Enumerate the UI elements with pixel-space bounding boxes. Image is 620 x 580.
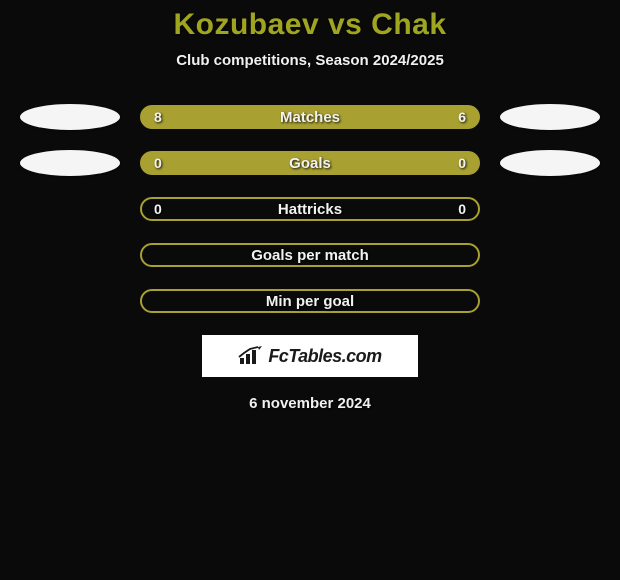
- player-right-badge: [500, 104, 600, 130]
- brand-text: FcTables.com: [268, 346, 381, 367]
- player-left-badge: [20, 150, 120, 176]
- subtitle: Club competitions, Season 2024/2025: [0, 52, 620, 69]
- stat-right-value: 0: [458, 201, 466, 217]
- chart-icon: [238, 346, 264, 366]
- player-left-badge: [20, 104, 120, 130]
- stat-left-value: 0: [154, 201, 162, 217]
- stat-label: Min per goal: [266, 293, 354, 310]
- stat-bar: Goals per match: [140, 243, 480, 267]
- stat-label: Hattricks: [278, 201, 342, 218]
- stat-bar: Min per goal: [140, 289, 480, 313]
- stat-right-value: 6: [458, 109, 466, 125]
- stat-label: Goals per match: [251, 247, 369, 264]
- stat-left-value: 0: [154, 155, 162, 171]
- stat-bar: 0 Goals 0: [140, 151, 480, 175]
- stat-left-value: 8: [154, 109, 162, 125]
- date-label: 6 november 2024: [0, 395, 620, 412]
- stat-label: Goals: [289, 155, 331, 172]
- stat-bar: 0 Hattricks 0: [140, 197, 480, 221]
- brand-badge: FcTables.com: [202, 335, 418, 377]
- stat-bar: 8 Matches 6: [140, 105, 480, 129]
- player-right-badge: [500, 150, 600, 176]
- stat-label: Matches: [280, 109, 340, 126]
- page-title: Kozubaev vs Chak: [0, 8, 620, 42]
- stat-right-value: 0: [458, 155, 466, 171]
